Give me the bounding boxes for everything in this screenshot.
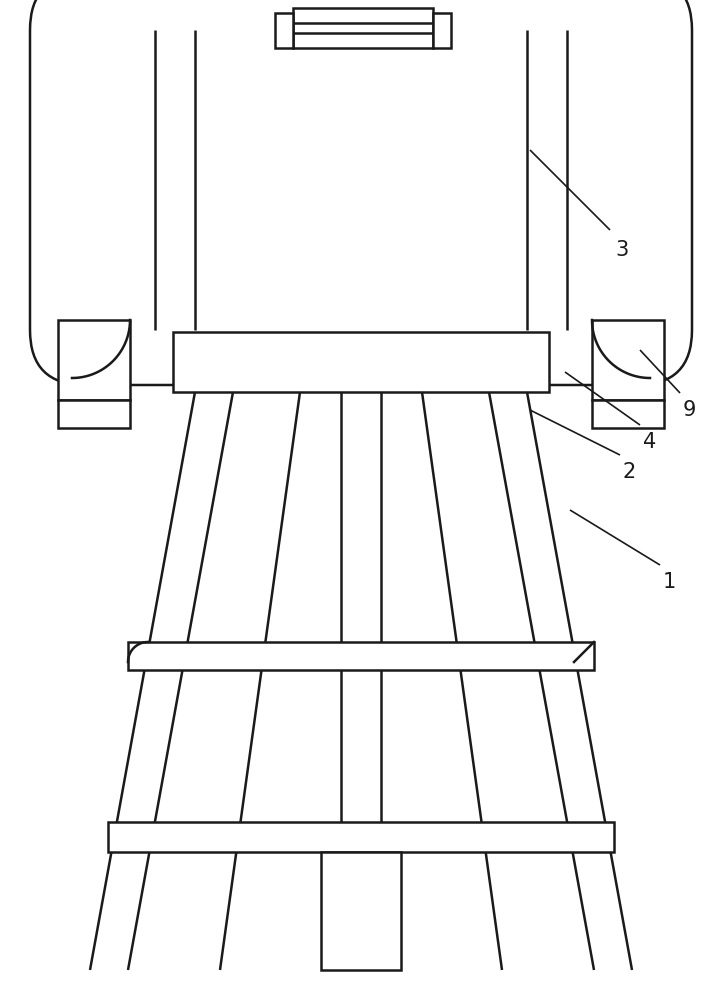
Text: 2: 2 bbox=[623, 462, 636, 482]
Bar bbox=[173, 332, 549, 392]
Bar bbox=[293, 8, 433, 48]
Text: 4: 4 bbox=[643, 432, 656, 452]
Bar bbox=[58, 320, 130, 400]
FancyBboxPatch shape bbox=[30, 0, 692, 385]
Bar bbox=[108, 822, 614, 852]
Bar bbox=[321, 852, 401, 970]
Bar bbox=[275, 13, 293, 48]
Text: 3: 3 bbox=[615, 240, 628, 260]
Text: 9: 9 bbox=[683, 400, 697, 420]
Text: 1: 1 bbox=[663, 572, 677, 592]
Bar bbox=[128, 642, 594, 670]
Bar bbox=[592, 400, 664, 428]
Bar bbox=[592, 320, 664, 400]
Bar bbox=[433, 13, 451, 48]
Bar bbox=[58, 400, 130, 428]
